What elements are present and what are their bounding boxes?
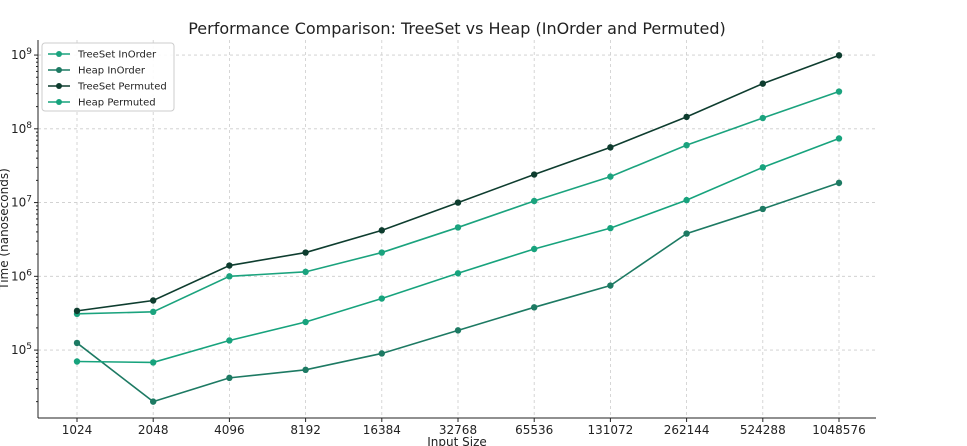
data-point: [531, 171, 538, 178]
x-tick-label: 131072: [587, 423, 633, 437]
x-tick-label: 4096: [214, 423, 245, 437]
x-tick-label: 65536: [515, 423, 553, 437]
grid: [38, 40, 876, 418]
data-point: [607, 144, 614, 151]
data-point: [683, 196, 690, 204]
data-point: [683, 230, 690, 237]
x-ticks: 1024 2048 4096 8192 16384 32768 65536 131072 262…: [62, 418, 866, 437]
legend-marker: [56, 83, 62, 89]
data-point: [759, 114, 766, 122]
data-point: [378, 295, 385, 302]
data-point: [302, 318, 309, 326]
data-point: [607, 173, 614, 180]
legend-marker: [56, 67, 62, 73]
data-point: [683, 113, 690, 121]
data-point: [835, 52, 843, 59]
data-point: [835, 88, 843, 95]
x-tick-label: 1024: [62, 423, 93, 437]
data-point: [531, 304, 538, 311]
data-point: [607, 224, 614, 232]
data-point: [607, 282, 614, 289]
x-axis-label: Input Size: [427, 435, 487, 446]
y-ticks: 105 106 107 108 109: [11, 47, 38, 403]
data-point: [378, 249, 385, 256]
x-tick-label: 262144: [664, 423, 710, 437]
data-point: [226, 262, 233, 269]
data-point: [835, 179, 843, 187]
y-tick-label: 106: [11, 268, 32, 283]
data-point: [531, 245, 538, 253]
data-point: [73, 358, 81, 365]
data-point: [454, 270, 462, 277]
data-point: [302, 366, 309, 374]
legend-box: [41, 42, 175, 112]
data-point: [226, 337, 233, 344]
y-tick-label: 107: [11, 195, 32, 210]
data-point: [226, 374, 233, 382]
data-point: [759, 164, 766, 171]
x-tick-label: 16384: [363, 423, 401, 437]
x-tick-label: 32768: [439, 423, 477, 437]
y-tick-label: 105: [11, 342, 32, 357]
y-tick-label: 108: [11, 121, 32, 136]
x-tick-label: 1048576: [812, 423, 865, 437]
data-point: [150, 308, 157, 316]
data-point: [759, 205, 766, 213]
data-point: [759, 80, 766, 87]
data-point: [683, 141, 690, 149]
data-point: [835, 135, 843, 142]
legend-label: TreeSet InOrder: [77, 50, 157, 61]
data-point: [73, 307, 81, 315]
x-tick-label: 524288: [740, 423, 786, 437]
chart-title: Performance Comparison: TreeSet vs Heap …: [188, 19, 726, 38]
data-point: [226, 273, 233, 280]
data-point: [454, 199, 462, 206]
axes: [37, 40, 876, 419]
data-point: [73, 339, 81, 347]
data-point: [150, 297, 157, 304]
legend-label: TreeSet Permuted: [77, 82, 167, 93]
data-point: [531, 197, 538, 205]
x-tick-label: 2048: [138, 423, 169, 437]
legend-marker: [56, 99, 62, 105]
plot-series: [73, 52, 843, 405]
data-point: [302, 268, 309, 276]
legend: TreeSet InOrder Heap InOrder TreeSet Permu…: [41, 42, 175, 112]
x-tick-label: 8192: [290, 423, 321, 437]
legend-label: Heap Permuted: [78, 98, 156, 109]
legend-label: Heap InOrder: [78, 66, 146, 77]
data-point: [454, 327, 462, 334]
y-axis-label: Time (nanoseconds): [0, 168, 11, 291]
data-point: [454, 224, 462, 231]
data-point: [378, 350, 385, 357]
y-tick-label: 109: [11, 47, 32, 62]
data-point: [150, 359, 157, 366]
data-point: [302, 249, 309, 256]
data-point: [378, 227, 385, 234]
legend-marker: [56, 51, 62, 57]
data-point: [150, 398, 157, 405]
